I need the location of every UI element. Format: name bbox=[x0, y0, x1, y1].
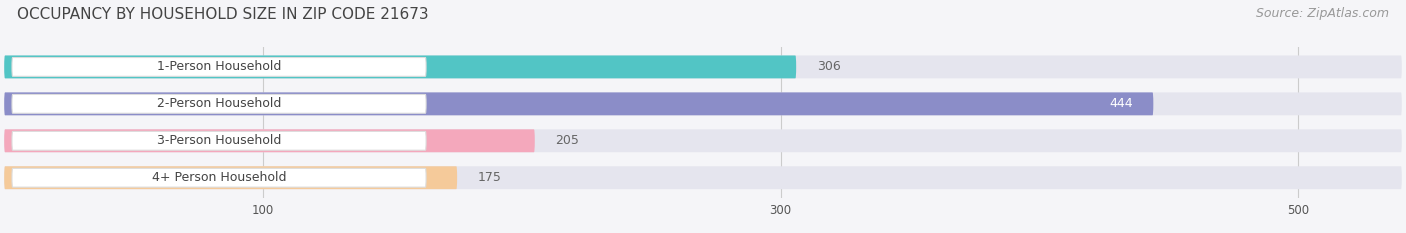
FancyBboxPatch shape bbox=[13, 168, 426, 187]
Text: OCCUPANCY BY HOUSEHOLD SIZE IN ZIP CODE 21673: OCCUPANCY BY HOUSEHOLD SIZE IN ZIP CODE … bbox=[17, 7, 429, 22]
Text: 3-Person Household: 3-Person Household bbox=[157, 134, 281, 147]
Text: 1-Person Household: 1-Person Household bbox=[157, 60, 281, 73]
FancyBboxPatch shape bbox=[4, 55, 1402, 78]
FancyBboxPatch shape bbox=[4, 166, 457, 189]
FancyBboxPatch shape bbox=[4, 129, 534, 152]
FancyBboxPatch shape bbox=[4, 93, 1153, 115]
Text: 2-Person Household: 2-Person Household bbox=[157, 97, 281, 110]
FancyBboxPatch shape bbox=[13, 131, 426, 150]
Text: Source: ZipAtlas.com: Source: ZipAtlas.com bbox=[1256, 7, 1389, 20]
Text: 306: 306 bbox=[817, 60, 841, 73]
FancyBboxPatch shape bbox=[4, 93, 1402, 115]
FancyBboxPatch shape bbox=[13, 58, 426, 76]
Text: 205: 205 bbox=[555, 134, 579, 147]
FancyBboxPatch shape bbox=[4, 166, 1402, 189]
FancyBboxPatch shape bbox=[4, 55, 796, 78]
Text: 175: 175 bbox=[478, 171, 502, 184]
FancyBboxPatch shape bbox=[13, 94, 426, 113]
FancyBboxPatch shape bbox=[4, 129, 1402, 152]
Text: 4+ Person Household: 4+ Person Household bbox=[152, 171, 287, 184]
Text: 444: 444 bbox=[1109, 97, 1133, 110]
